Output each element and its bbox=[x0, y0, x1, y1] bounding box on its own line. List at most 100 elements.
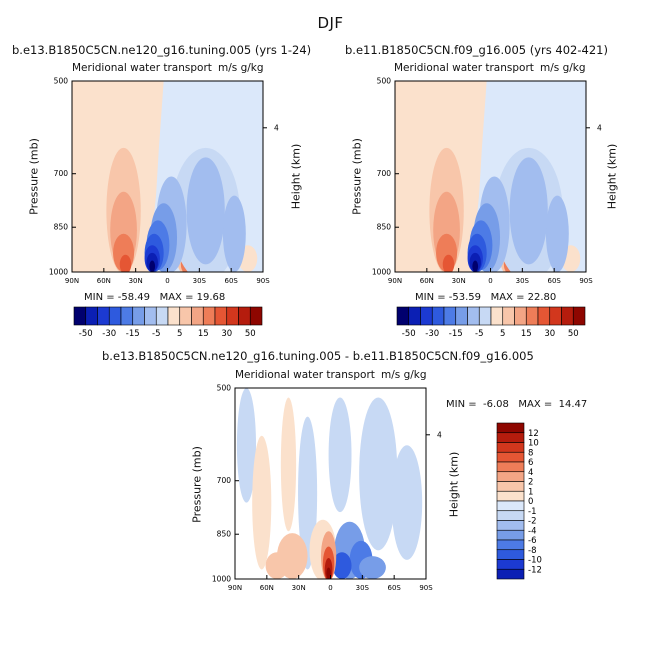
panel-3-ylabel: Pressure (mb) bbox=[190, 446, 204, 523]
colorbar-swatch bbox=[97, 306, 110, 326]
colorbar-label: -2 bbox=[528, 517, 536, 527]
x-tick-label: 30S bbox=[193, 277, 207, 285]
x-tick-label: 0 bbox=[488, 277, 492, 285]
x-tick-label: 90N bbox=[388, 277, 402, 285]
colorbar-label: -4 bbox=[528, 526, 536, 536]
panel-2-variable: Meridional water transport m/s g/kg bbox=[394, 62, 586, 74]
x-tick-label: 30N bbox=[452, 277, 466, 285]
colorbar-label: 5 bbox=[500, 329, 505, 339]
colorbar-swatch bbox=[496, 432, 525, 443]
y-tick-label: 500 bbox=[217, 384, 232, 393]
colorbar-swatch bbox=[455, 306, 468, 326]
y2-tick-label: 4 bbox=[437, 430, 442, 439]
colorbar-swatch bbox=[490, 306, 504, 326]
y-tick-label: 1000 bbox=[372, 268, 391, 277]
x-tick-label: 0 bbox=[328, 584, 332, 592]
difference-contour bbox=[265, 552, 289, 579]
colorbar-label: -50 bbox=[79, 329, 93, 339]
colorbar-swatch bbox=[191, 306, 204, 326]
colorbar-swatch bbox=[108, 306, 122, 326]
colorbar-swatch bbox=[561, 306, 574, 326]
panel-2-y2label: Height (km) bbox=[605, 143, 619, 210]
colorbar-label: 15 bbox=[521, 329, 532, 339]
x-tick-label: 0 bbox=[165, 277, 169, 285]
colorbar-label: 15 bbox=[198, 329, 209, 339]
colorbar-swatch bbox=[120, 306, 134, 326]
y-tick-label: 850 bbox=[377, 223, 392, 232]
difference-contour bbox=[252, 435, 272, 570]
negative-contour bbox=[472, 260, 479, 272]
colorbar-swatch bbox=[396, 306, 410, 326]
x-tick-label: 60N bbox=[260, 584, 274, 592]
colorbar-label: 1 bbox=[528, 487, 533, 497]
colorbar-swatch bbox=[179, 306, 192, 326]
colorbar-label: -1 bbox=[528, 507, 536, 517]
colorbar-swatch bbox=[226, 306, 239, 326]
x-tick-label: 90N bbox=[228, 584, 242, 592]
colorbar-swatch bbox=[496, 442, 525, 453]
colorbar-label: 30 bbox=[544, 329, 555, 339]
negative-contour bbox=[545, 195, 569, 272]
y-tick-label: 700 bbox=[377, 169, 392, 178]
colorbar-label: -12 bbox=[528, 565, 542, 575]
y-tick-label: 700 bbox=[217, 476, 232, 485]
panel-3-y2label: Height (km) bbox=[447, 451, 461, 518]
panel-1-field bbox=[72, 81, 263, 272]
positive-contour bbox=[326, 567, 331, 579]
colorbar-swatch bbox=[496, 520, 525, 531]
colorbar-swatch bbox=[467, 306, 480, 326]
colorbar-swatch bbox=[202, 306, 216, 326]
colorbar-swatch bbox=[496, 529, 525, 541]
difference-contour bbox=[298, 416, 318, 570]
panel-2-title: b.e11.B1850C5CN.f09_g16.005 (yrs 402-421… bbox=[345, 43, 608, 57]
colorbar-swatch bbox=[214, 306, 228, 326]
y-tick-label: 850 bbox=[217, 530, 232, 539]
colorbar-swatch bbox=[408, 306, 421, 326]
colorbar-swatch bbox=[431, 306, 445, 326]
panel-1-variable: Meridional water transport m/s g/kg bbox=[72, 62, 264, 74]
y2-tick-label: 4 bbox=[274, 123, 279, 132]
colorbar-label: -50 bbox=[402, 329, 416, 339]
colorbar-swatch bbox=[502, 306, 515, 326]
colorbar-label: 6 bbox=[528, 458, 533, 468]
colorbar-label: -5 bbox=[475, 329, 483, 339]
colorbar-swatch bbox=[144, 306, 157, 326]
colorbar-swatch bbox=[572, 306, 586, 326]
colorbar-swatch bbox=[478, 306, 492, 326]
colorbar-label: 5 bbox=[177, 329, 182, 339]
colorbar-swatch bbox=[132, 306, 145, 326]
panel-1-y2label: Height (km) bbox=[289, 143, 303, 210]
colorbar-swatch bbox=[496, 539, 525, 551]
panel-1-title: b.e13.B1850C5CN.ne120_g16.tuning.005 (yr… bbox=[12, 43, 312, 57]
difference-contour bbox=[391, 445, 423, 560]
colorbar-swatch bbox=[249, 306, 263, 326]
colorbar-swatch bbox=[496, 490, 525, 502]
colorbar-label: -30 bbox=[102, 329, 116, 339]
x-tick-label: 30N bbox=[292, 584, 306, 592]
colorbar-swatch bbox=[514, 306, 527, 326]
panel-3-plot bbox=[234, 387, 427, 580]
difference-contour bbox=[328, 397, 352, 513]
x-tick-label: 90S bbox=[419, 584, 433, 592]
colorbar-swatch bbox=[496, 461, 525, 473]
colorbar-swatch bbox=[496, 422, 525, 434]
x-tick-label: 90N bbox=[65, 277, 79, 285]
colorbar-swatch bbox=[167, 306, 181, 326]
positive-contour bbox=[119, 254, 132, 272]
colorbar-swatch bbox=[85, 306, 98, 326]
x-tick-label: 60S bbox=[547, 277, 561, 285]
colorbar-panel-1: -50 -30 -15 -5 5 15 30 50 bbox=[73, 306, 263, 339]
panel-2-plot bbox=[394, 80, 587, 273]
difference-contour bbox=[236, 388, 257, 503]
difference-contour bbox=[359, 397, 398, 551]
x-tick-label: 90S bbox=[256, 277, 270, 285]
x-tick-label: 30S bbox=[356, 584, 370, 592]
colorbar-swatch bbox=[496, 510, 525, 521]
y-tick-label: 1000 bbox=[212, 575, 231, 584]
colorbar-label: 50 bbox=[568, 329, 579, 339]
negative-contour bbox=[149, 260, 156, 272]
colorbar-swatch bbox=[496, 568, 525, 580]
colorbar-swatch bbox=[496, 549, 525, 560]
x-tick-label: 90S bbox=[579, 277, 593, 285]
